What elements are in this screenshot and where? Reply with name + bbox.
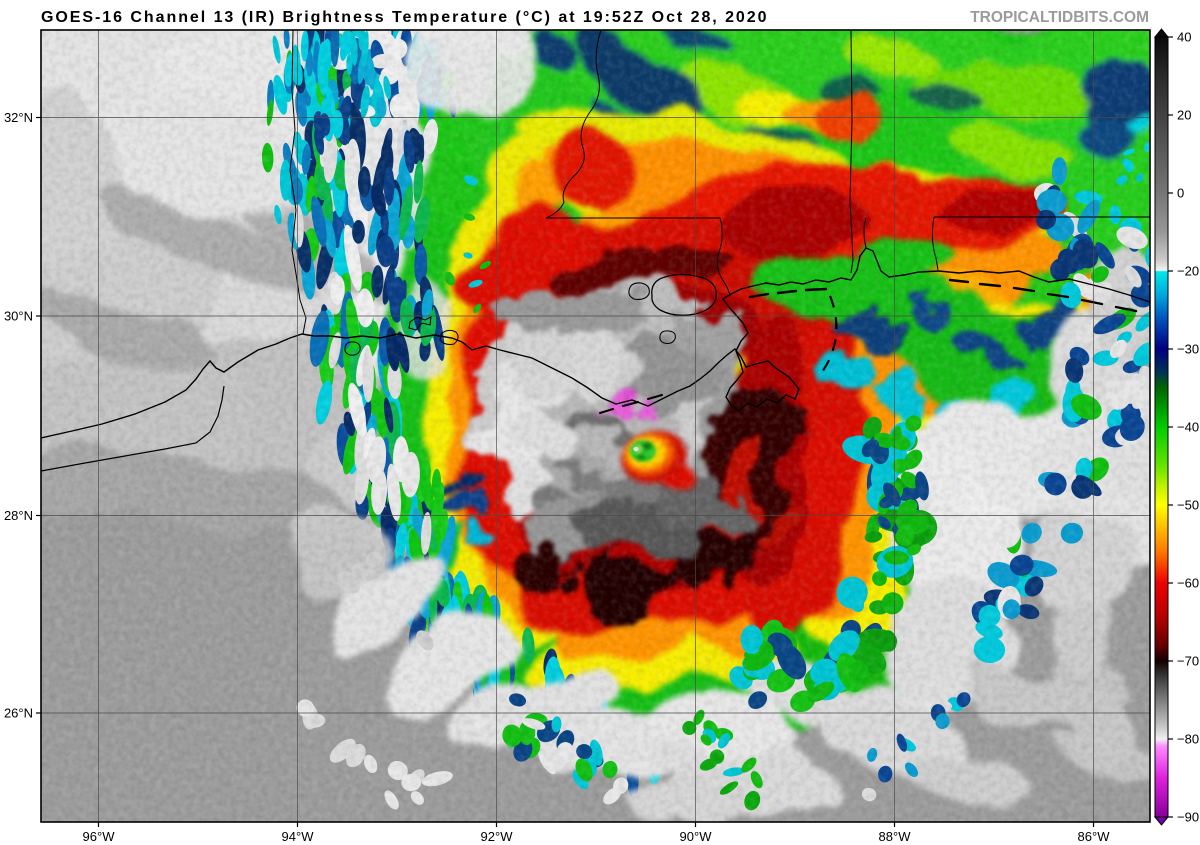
svg-text:40: 40 xyxy=(1177,30,1191,45)
svg-text:28°N: 28°N xyxy=(4,508,33,523)
svg-text:20: 20 xyxy=(1177,108,1191,123)
svg-text:86°W: 86°W xyxy=(1078,829,1111,844)
svg-text:88°W: 88°W xyxy=(879,829,912,844)
svg-text:TROPICALTIDBITS.COM: TROPICALTIDBITS.COM xyxy=(970,9,1149,26)
svg-text:90°W: 90°W xyxy=(680,829,713,844)
svg-text:−40: −40 xyxy=(1177,420,1199,435)
svg-text:26°N: 26°N xyxy=(4,706,33,721)
svg-text:96°W: 96°W xyxy=(83,829,116,844)
svg-text:−60: −60 xyxy=(1177,576,1199,591)
svg-text:GOES-16 Channel 13 (IR) Bright: GOES-16 Channel 13 (IR) Brightness Tempe… xyxy=(41,9,768,26)
svg-text:−80: −80 xyxy=(1177,732,1199,747)
svg-text:−20: −20 xyxy=(1177,264,1199,279)
svg-text:94°W: 94°W xyxy=(282,829,315,844)
svg-text:0: 0 xyxy=(1177,186,1184,201)
svg-text:92°W: 92°W xyxy=(481,829,514,844)
svg-text:−30: −30 xyxy=(1177,342,1199,357)
svg-text:−90: −90 xyxy=(1177,810,1199,825)
svg-text:−70: −70 xyxy=(1177,654,1199,669)
svg-text:−50: −50 xyxy=(1177,498,1199,513)
svg-text:32°N: 32°N xyxy=(4,110,33,125)
svg-text:30°N: 30°N xyxy=(4,309,33,324)
